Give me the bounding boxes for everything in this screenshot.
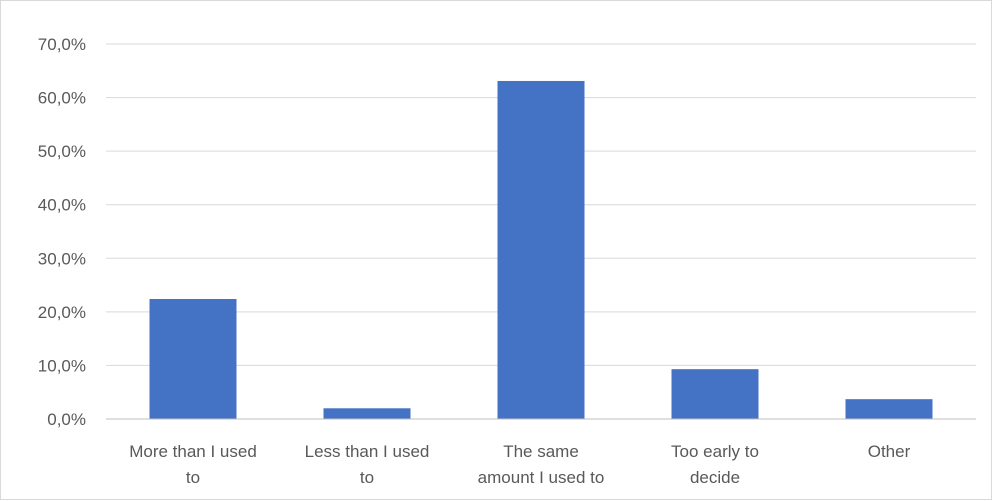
bar [498, 81, 585, 419]
x-category-label: amount I used to [478, 468, 605, 487]
bar [150, 299, 237, 419]
x-category-label: The same [503, 442, 579, 461]
y-tick-label: 10,0% [38, 356, 86, 375]
y-tick-label: 0,0% [47, 410, 86, 429]
x-category-label: Other [868, 442, 911, 461]
x-category-label: Less than I used [305, 442, 430, 461]
bar [324, 408, 411, 419]
x-category-label: to [186, 468, 200, 487]
x-category-label: to [360, 468, 374, 487]
x-category-label: decide [690, 468, 740, 487]
x-category-label: Too early to [671, 442, 759, 461]
y-tick-label: 30,0% [38, 249, 86, 268]
x-category-label: More than I used [129, 442, 257, 461]
bar [846, 399, 933, 419]
bar [672, 369, 759, 419]
y-tick-label: 20,0% [38, 303, 86, 322]
y-tick-label: 40,0% [38, 196, 86, 215]
y-tick-label: 70,0% [38, 35, 86, 54]
y-tick-label: 50,0% [38, 142, 86, 161]
y-tick-label: 60,0% [38, 89, 86, 108]
